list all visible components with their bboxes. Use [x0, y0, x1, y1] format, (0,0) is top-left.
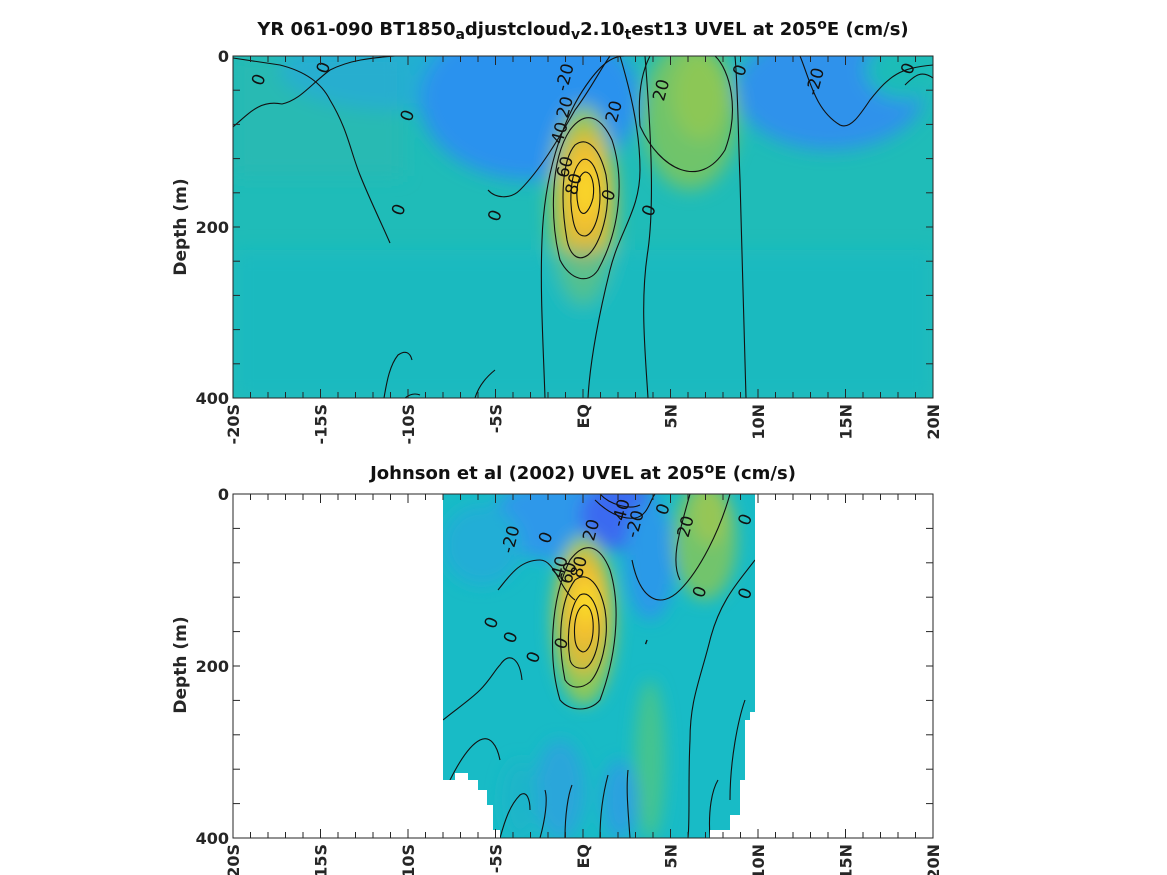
y-tick-label: 200 — [196, 657, 229, 676]
title-part: o — [705, 461, 715, 477]
title-part: YR 061-090 BT1850 — [256, 19, 455, 40]
top-chart-title: YR 061-090 BT1850adjustcloudv2.10test13 … — [256, 17, 908, 43]
bottom-contour-lines — [443, 494, 755, 838]
title-part: Johnson et al (2002) UVEL at 205 — [368, 463, 705, 484]
bottom-y-axis-label: Depth (m) — [171, 616, 191, 713]
x-tick-label: -20S — [224, 404, 243, 444]
title-part: o — [817, 17, 827, 33]
y-tick-label: 400 — [196, 829, 229, 848]
x-tick-label: -15S — [312, 404, 331, 444]
x-tick-label: -15S — [312, 844, 331, 875]
x-tick-label: -5S — [487, 844, 506, 873]
x-tick-label: 10N — [749, 844, 768, 875]
top-contour-lines — [233, 56, 933, 398]
y-tick-label: 0 — [218, 47, 229, 66]
x-tick-label: -5S — [487, 404, 506, 433]
bottom-velocity-field — [443, 494, 755, 838]
title-part: djustcloud — [465, 19, 571, 40]
title-part: 2.10 — [580, 19, 624, 40]
bottom-axis-ticks: -20S -15S -10S -5S EQ 5N 10N 15N 20N 0 200 400 — [196, 485, 943, 875]
top-panel: YR 061-090 BT1850adjustcloudv2.10test13 … — [171, 17, 943, 444]
title-part: v — [571, 27, 580, 43]
bottom-panel: Johnson et al (2002) UVEL at 205oE (cm/s… — [171, 461, 943, 875]
y-tick-label: 200 — [196, 218, 229, 237]
title-part: a — [455, 27, 464, 43]
x-tick-label: EQ — [574, 844, 593, 869]
x-tick-label: 10N — [749, 404, 768, 440]
title-part: E (cm/s) — [827, 19, 909, 40]
x-tick-label: 20N — [924, 404, 943, 440]
title-part: est13 UVEL at 205 — [631, 19, 817, 40]
top-axis-ticks: -20S -15S -10S -5S EQ 5N 10N 15N 20N 0 200 400 — [196, 47, 943, 444]
top-velocity-field — [233, 56, 933, 398]
top-y-axis-label: Depth (m) — [171, 178, 191, 275]
x-tick-label: -10S — [399, 404, 418, 444]
x-tick-label: -10S — [399, 844, 418, 875]
x-tick-label: -20S — [224, 844, 243, 875]
y-tick-label: 0 — [218, 485, 229, 504]
title-part: E (cm/s) — [714, 463, 796, 484]
x-tick-label: EQ — [574, 404, 593, 429]
x-tick-label: 5N — [662, 844, 681, 869]
x-tick-label: 15N — [837, 404, 856, 440]
bottom-chart-title: Johnson et al (2002) UVEL at 205oE (cm/s… — [368, 461, 796, 484]
y-tick-label: 400 — [196, 389, 229, 408]
x-tick-label: 15N — [837, 844, 856, 875]
x-tick-label: 5N — [662, 404, 681, 429]
title-part: t — [625, 27, 632, 43]
x-tick-label: 20N — [924, 844, 943, 875]
